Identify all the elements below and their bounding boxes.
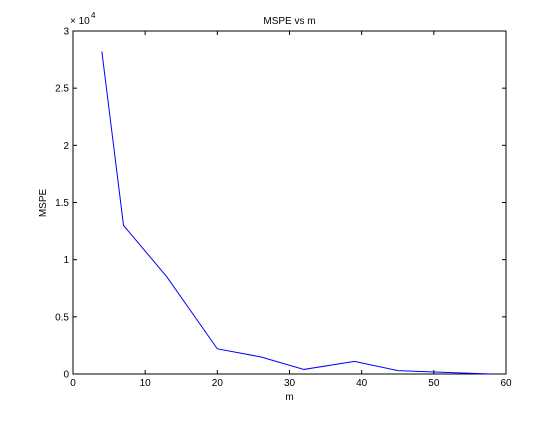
plot-area (72, 30, 507, 375)
y-tick-label: 2.5 (55, 84, 69, 95)
y-exponent-power: 4 (91, 11, 96, 20)
y-tick-label: 2 (63, 141, 69, 152)
x-tick-label: 20 (212, 378, 224, 389)
y-tick-label: 0 (63, 370, 69, 381)
y-tick-label: 3 (63, 27, 69, 38)
y-tick-label: 1 (63, 255, 69, 266)
x-tick-label: 40 (356, 378, 368, 389)
x-tick-label: 60 (500, 378, 512, 389)
x-tick-label: 10 (140, 378, 152, 389)
x-tick-label: 30 (284, 378, 296, 389)
x-tick-label: 0 (70, 378, 76, 389)
y-axis-label: MSPE (38, 189, 49, 218)
y-tick-label: 0.5 (55, 312, 69, 323)
x-tick-label: 50 (428, 378, 440, 389)
x-axis-label: m (285, 392, 293, 403)
y-tick-label: 1.5 (55, 198, 69, 209)
y-exponent: × 10 4 (70, 11, 96, 27)
series-line-0 (101, 51, 492, 375)
chart-title: MSPE vs m (263, 16, 315, 27)
series-layer (101, 51, 492, 375)
y-axis-ticks: 0 0.5 1 1.5 2 2.5 3 (55, 27, 506, 381)
y-exponent-base: × 10 (70, 16, 90, 27)
x-axis-ticks: 0 10 20 30 40 50 60 (70, 31, 512, 389)
